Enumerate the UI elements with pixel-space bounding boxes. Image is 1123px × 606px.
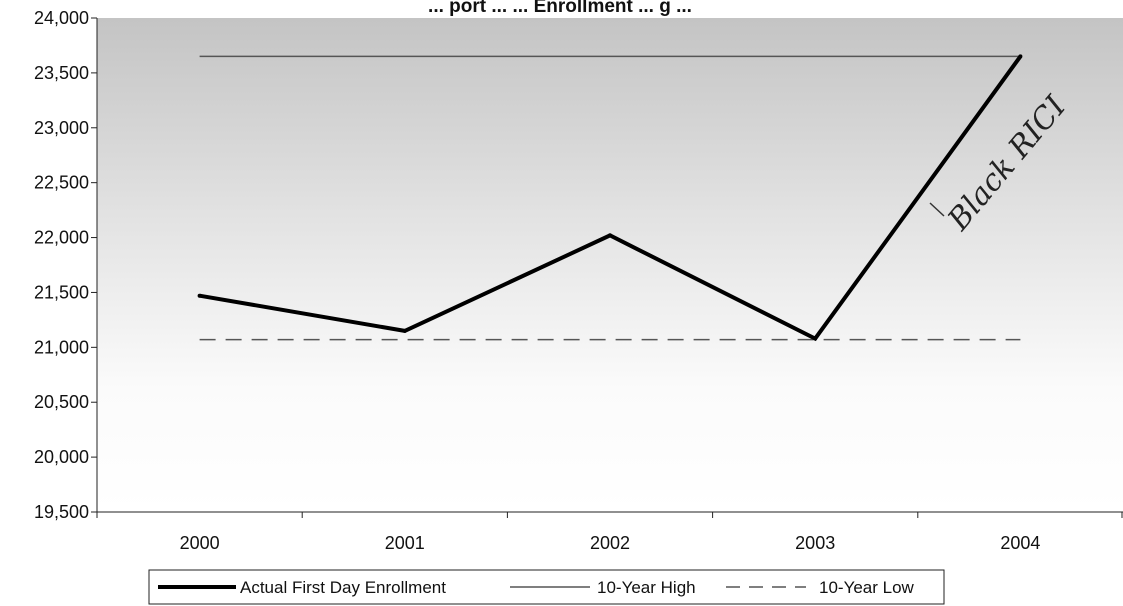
y-tick-label: 22,000 — [34, 228, 89, 248]
data-point — [402, 328, 407, 333]
y-tick-label: 20,500 — [34, 392, 89, 412]
x-tick-label: 2000 — [180, 533, 220, 553]
y-tick-label: 23,000 — [34, 118, 89, 138]
y-axis: 19,500 20,000 20,500 21,000 21,500 22,000 22,5… — [34, 8, 98, 522]
y-tick-label: 22,500 — [34, 173, 89, 193]
y-tick-label: 23,500 — [34, 63, 89, 83]
x-tick-label: 2003 — [795, 533, 835, 553]
data-point — [813, 336, 818, 341]
legend-label-low: 10-Year Low — [819, 578, 915, 597]
y-tick-label: 24,000 — [34, 8, 89, 28]
data-point — [608, 233, 612, 238]
plot-area — [97, 18, 1123, 512]
data-point — [1018, 54, 1023, 59]
annotation-pointer — [929, 202, 945, 217]
x-tick-label: 2004 — [1000, 533, 1040, 553]
y-tick-label: 21,000 — [34, 337, 89, 357]
x-axis: 2000 2001 2002 2003 2004 — [96, 511, 1123, 553]
y-tick-label: 21,500 — [34, 282, 89, 302]
y-tick-label: 20,000 — [34, 447, 89, 467]
y-tick-label: 19,500 — [34, 502, 89, 522]
legend-label-high: 10-Year High — [597, 578, 696, 597]
x-tick-label: 2001 — [385, 533, 425, 553]
x-tick-label: 2002 — [590, 533, 630, 553]
legend: Actual First Day Enrollment 10-Year High… — [148, 569, 945, 605]
chart-title: ... port ... ... Enrollment ... g ... — [428, 0, 692, 17]
legend-label-actual: Actual First Day Enrollment — [240, 578, 446, 597]
series-layer — [197, 54, 1023, 342]
data-point — [197, 293, 202, 298]
